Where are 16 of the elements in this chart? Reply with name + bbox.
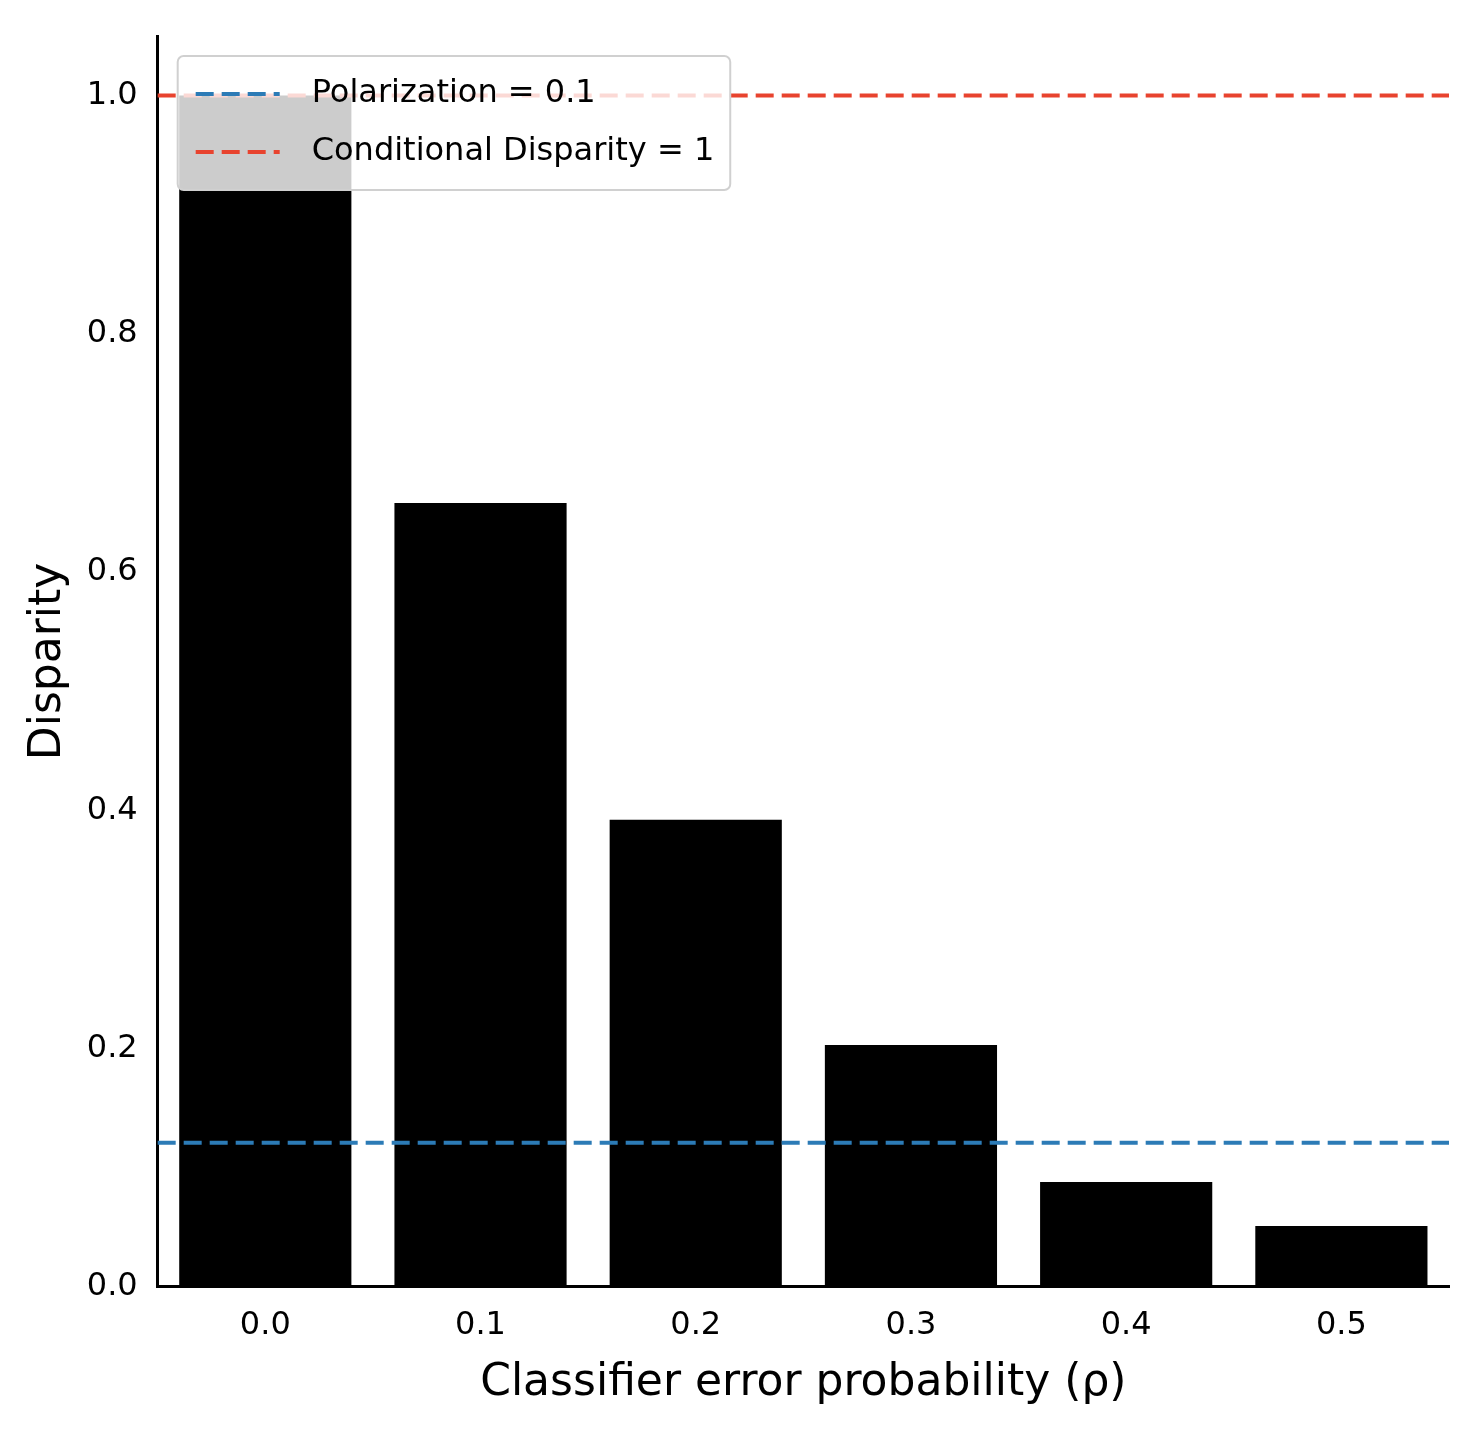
y-tick-label: 0.2 (86, 1026, 138, 1065)
y-tick-label: 0.6 (86, 550, 138, 589)
x-tick-label: 0.2 (670, 1304, 722, 1343)
legend-label: Polarization = 0.1 (311, 72, 596, 111)
legend-label: Conditional Disparity = 1 (311, 130, 715, 169)
x-axis-title: Classifier error probability (ρ) (480, 1354, 1127, 1406)
x-tick-label: 0.3 (885, 1304, 937, 1343)
y-tick-label: 0.0 (86, 1265, 138, 1304)
x-tick-label: 0.1 (455, 1304, 506, 1343)
y-tick-label: 1.0 (86, 73, 138, 112)
y-tick-label: 0.8 (86, 312, 138, 351)
y-axis-title: Disparity (18, 562, 70, 761)
x-tick-label: 0.0 (239, 1304, 291, 1343)
y-tick-label: 0.4 (86, 788, 138, 827)
x-tick-label: 0.5 (1315, 1304, 1367, 1343)
x-tick-label: 0.4 (1100, 1304, 1152, 1343)
